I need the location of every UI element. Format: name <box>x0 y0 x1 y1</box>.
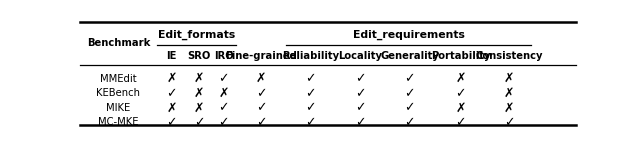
Text: ✓: ✓ <box>256 116 266 129</box>
Text: MMEdit: MMEdit <box>100 74 137 84</box>
Text: ✗: ✗ <box>166 101 177 114</box>
Text: Consistency: Consistency <box>476 51 543 61</box>
Text: ✗: ✗ <box>504 101 515 114</box>
Text: ✓: ✓ <box>194 116 204 129</box>
Text: ✓: ✓ <box>404 72 415 85</box>
Text: ✓: ✓ <box>355 87 365 100</box>
Text: Fine-grained: Fine-grained <box>225 51 297 61</box>
Text: ✗: ✗ <box>194 101 204 114</box>
Text: ✗: ✗ <box>504 72 515 85</box>
Text: ✗: ✗ <box>194 87 204 100</box>
Text: ✗: ✗ <box>194 72 204 85</box>
Text: ✓: ✓ <box>404 101 415 114</box>
Text: ✓: ✓ <box>404 116 415 129</box>
Text: ✗: ✗ <box>504 87 515 100</box>
Text: Portability: Portability <box>431 51 490 61</box>
Text: Generality: Generality <box>380 51 439 61</box>
Text: ✓: ✓ <box>305 116 316 129</box>
Text: KEBench: KEBench <box>97 88 140 98</box>
Text: ✓: ✓ <box>219 72 229 85</box>
Text: ✓: ✓ <box>456 116 466 129</box>
Text: IRO: IRO <box>214 51 234 61</box>
Text: ✗: ✗ <box>456 72 466 85</box>
Text: ✓: ✓ <box>355 116 365 129</box>
Text: ✓: ✓ <box>305 101 316 114</box>
Text: ✓: ✓ <box>404 87 415 100</box>
Text: Reliability: Reliability <box>282 51 339 61</box>
Text: Edit_requirements: Edit_requirements <box>353 30 465 40</box>
Text: ✓: ✓ <box>166 116 177 129</box>
Text: ✗: ✗ <box>256 72 266 85</box>
Text: ✓: ✓ <box>456 87 466 100</box>
Text: ✓: ✓ <box>504 116 515 129</box>
Text: ✓: ✓ <box>219 116 229 129</box>
Text: SRO: SRO <box>188 51 211 61</box>
Text: ✓: ✓ <box>256 87 266 100</box>
Text: MIKE: MIKE <box>106 103 131 113</box>
Text: IE: IE <box>166 51 177 61</box>
Text: Benchmark: Benchmark <box>87 38 150 48</box>
Text: ✗: ✗ <box>166 72 177 85</box>
Text: ✗: ✗ <box>219 87 229 100</box>
Text: Locality: Locality <box>339 51 382 61</box>
Text: ✓: ✓ <box>355 101 365 114</box>
Text: ✓: ✓ <box>355 72 365 85</box>
Text: Edit_formats: Edit_formats <box>158 30 235 40</box>
Text: ✓: ✓ <box>219 101 229 114</box>
Text: MC-MKE: MC-MKE <box>98 117 139 127</box>
Text: ✗: ✗ <box>456 101 466 114</box>
Text: ✓: ✓ <box>256 101 266 114</box>
Text: ✓: ✓ <box>166 87 177 100</box>
Text: ✓: ✓ <box>305 87 316 100</box>
Text: ✓: ✓ <box>305 72 316 85</box>
